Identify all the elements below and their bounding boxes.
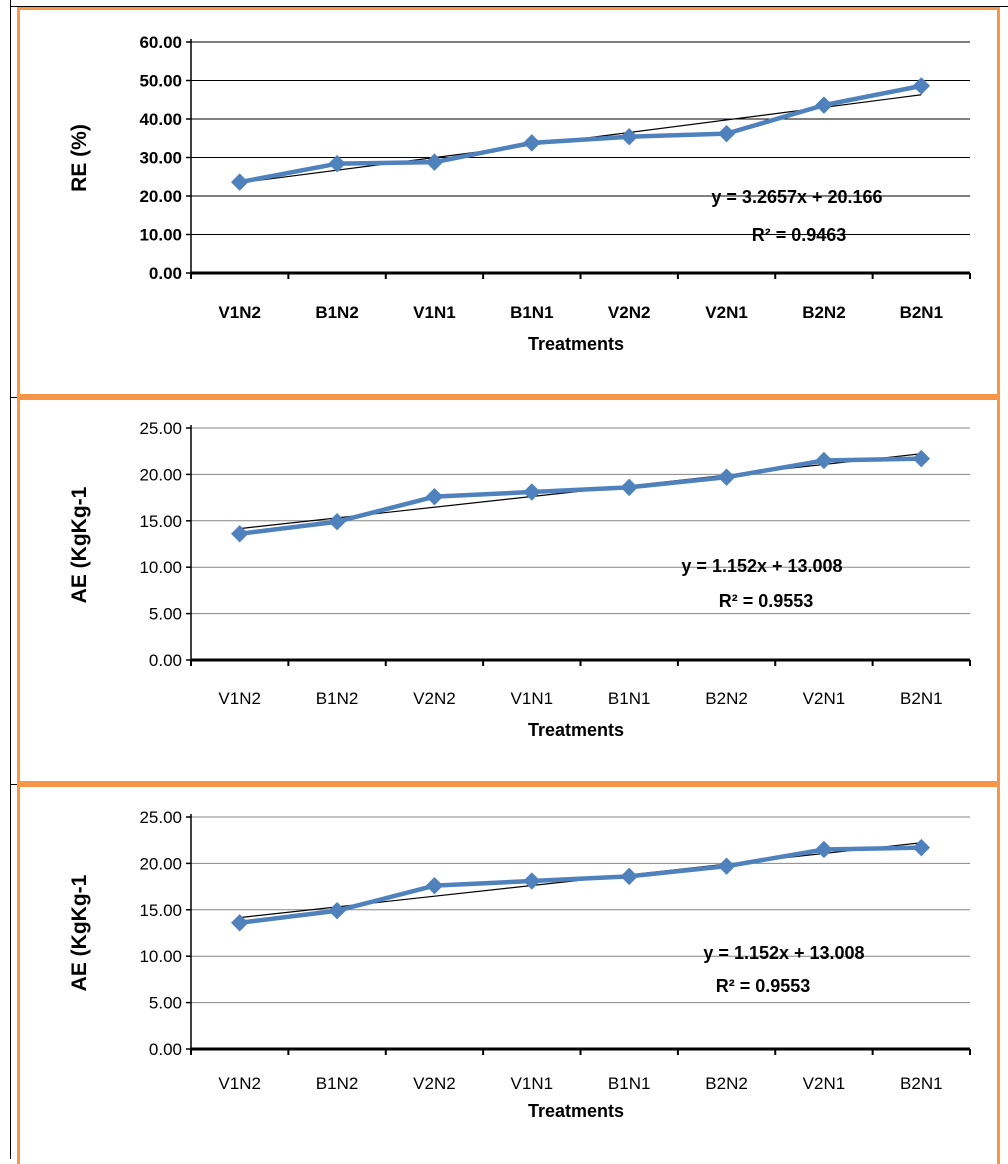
data-point-marker: [815, 451, 833, 470]
x-tick-label: V2N2: [413, 689, 456, 708]
x-tick-label: V2N1: [803, 1074, 846, 1093]
data-point-marker: [620, 128, 638, 146]
x-tick-label: V1N1: [511, 689, 554, 708]
x-tick-label: V1N2: [218, 689, 261, 708]
y-tick-label: 50.00: [139, 72, 182, 91]
data-point-marker: [717, 124, 736, 143]
data-point-marker: [523, 872, 541, 890]
chart-panel-re: [17, 7, 1000, 397]
trend-equation-label: y = 1.152x + 13.008: [681, 556, 842, 576]
table-left-rule: [10, 0, 11, 1159]
r-squared-label: R² = 0.9553: [719, 591, 814, 611]
r-squared-label: R² = 0.9553: [716, 976, 811, 996]
trend-equation-label: y = 1.152x + 13.008: [703, 943, 864, 963]
table-row-rule: [10, 397, 18, 398]
x-tick-label: B1N1: [510, 303, 553, 322]
x-axis-title: Treatments: [528, 1101, 624, 1121]
x-tick-label: B1N2: [316, 1074, 359, 1093]
data-point-marker: [912, 838, 931, 857]
y-tick-label: 40.00: [139, 110, 182, 129]
data-point-marker: [523, 483, 541, 501]
x-tick-label: V1N2: [218, 303, 261, 322]
y-tick-label: 20.00: [139, 854, 182, 873]
x-tick-label: V2N1: [705, 303, 748, 322]
data-point-marker: [717, 857, 736, 875]
data-point-marker: [230, 914, 249, 932]
data-point-marker: [815, 96, 833, 114]
series-line: [239, 845, 922, 926]
chart-panel-ae: [17, 397, 1000, 784]
y-tick-label: 15.00: [139, 512, 182, 531]
data-point-marker: [328, 902, 346, 920]
table-row-rule: [10, 784, 18, 785]
x-tick-label: B2N1: [900, 1074, 943, 1093]
data-point-marker: [912, 77, 931, 95]
y-tick-label: 5.00: [149, 605, 182, 624]
y-tick-label: 25.00: [139, 808, 182, 827]
x-tick-label: B2N1: [900, 689, 943, 708]
x-tick-label: V1N1: [413, 303, 456, 322]
x-tick-label: V2N2: [608, 303, 651, 322]
x-axis-title: Treatments: [528, 720, 624, 740]
series-line: [239, 456, 922, 537]
x-tick-label: B2N2: [705, 689, 748, 708]
data-point-marker: [912, 449, 931, 468]
y-tick-label: 20.00: [139, 465, 182, 484]
data-point-marker: [815, 840, 833, 859]
y-tick-label: 25.00: [139, 419, 182, 438]
x-tick-label: V2N2: [413, 1074, 456, 1093]
y-tick-label: 10.00: [139, 558, 182, 577]
y-tick-label: 20.00: [139, 187, 182, 206]
x-tick-label: V2N1: [803, 689, 846, 708]
table-top-rule: [10, 6, 1008, 7]
x-axis-title: Treatments: [528, 334, 624, 354]
data-point-marker: [717, 468, 736, 486]
y-tick-label: 0.00: [149, 651, 182, 670]
data-point-marker: [328, 513, 346, 531]
y-axis-title: RE (%): [68, 124, 91, 192]
trend-equation-label: y = 3.2657x + 20.166: [711, 187, 882, 207]
y-tick-label: 10.00: [139, 226, 182, 245]
x-tick-label: V1N2: [218, 1074, 261, 1093]
y-tick-label: 5.00: [149, 994, 182, 1013]
x-tick-label: B1N1: [608, 1074, 651, 1093]
data-point-marker: [328, 154, 346, 173]
x-tick-label: B1N2: [315, 303, 358, 322]
x-tick-label: B1N2: [316, 689, 359, 708]
data-point-marker: [425, 153, 444, 171]
chart-panel-ae-duplicate: [17, 784, 1000, 1164]
x-tick-label: V1N1: [511, 1074, 554, 1093]
r-squared-label: R² = 0.9463: [752, 225, 847, 245]
data-point-marker: [230, 173, 249, 191]
y-axis-title: AE (KgKg-1: [68, 874, 91, 991]
y-tick-label: 0.00: [149, 264, 182, 283]
y-tick-label: 0.00: [149, 1040, 182, 1059]
data-point-marker: [230, 525, 249, 543]
data-point-marker: [523, 134, 541, 152]
y-tick-label: 30.00: [139, 149, 182, 168]
data-point-marker: [425, 487, 444, 506]
y-tick-label: 10.00: [139, 947, 182, 966]
x-tick-label: B2N1: [900, 303, 943, 322]
x-tick-label: B2N2: [705, 1074, 748, 1093]
x-tick-label: B1N1: [608, 689, 651, 708]
y-tick-label: 60.00: [139, 33, 182, 52]
data-point-marker: [425, 876, 444, 895]
data-point-marker: [620, 478, 638, 497]
y-axis-title: AE (KgKg-1: [68, 486, 91, 603]
data-point-marker: [620, 867, 638, 886]
y-tick-label: 15.00: [139, 901, 182, 920]
x-tick-label: B2N2: [802, 303, 845, 322]
series-line: [239, 83, 922, 185]
